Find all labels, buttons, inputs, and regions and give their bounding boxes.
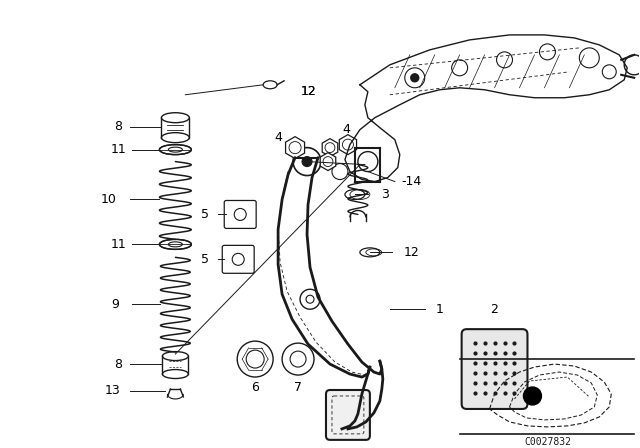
Text: 5: 5 [202,253,209,266]
Text: C0027832: C0027832 [524,437,571,447]
Text: 12: 12 [301,85,317,98]
FancyBboxPatch shape [461,329,527,409]
Text: 10: 10 [100,193,116,206]
Circle shape [293,148,321,176]
Polygon shape [320,153,336,171]
Ellipse shape [360,248,380,257]
FancyBboxPatch shape [222,246,254,273]
Text: -14: -14 [402,175,422,188]
Circle shape [302,157,312,167]
Circle shape [300,289,320,309]
Polygon shape [322,138,338,157]
FancyBboxPatch shape [326,390,370,440]
Text: 4: 4 [274,131,282,144]
Ellipse shape [159,239,191,250]
Text: 4: 4 [342,123,350,136]
Text: 3: 3 [381,188,388,201]
Text: 6: 6 [252,380,259,393]
Circle shape [411,74,419,82]
Text: 8: 8 [115,358,122,370]
Circle shape [524,387,541,405]
Text: 11: 11 [111,143,126,156]
Text: 12: 12 [404,246,420,259]
Text: 11: 11 [111,238,126,251]
Ellipse shape [345,190,365,199]
Text: 12: 12 [301,85,317,98]
Text: 9: 9 [111,298,120,311]
Text: 1: 1 [436,303,444,316]
Text: 5: 5 [202,208,209,221]
Text: 2: 2 [491,303,499,316]
Text: 13: 13 [105,384,120,397]
Ellipse shape [159,145,191,155]
Polygon shape [285,137,305,159]
Text: 7: 7 [294,380,302,393]
Text: 8: 8 [115,120,122,133]
FancyBboxPatch shape [224,201,256,228]
Circle shape [306,295,314,303]
Polygon shape [339,135,356,155]
